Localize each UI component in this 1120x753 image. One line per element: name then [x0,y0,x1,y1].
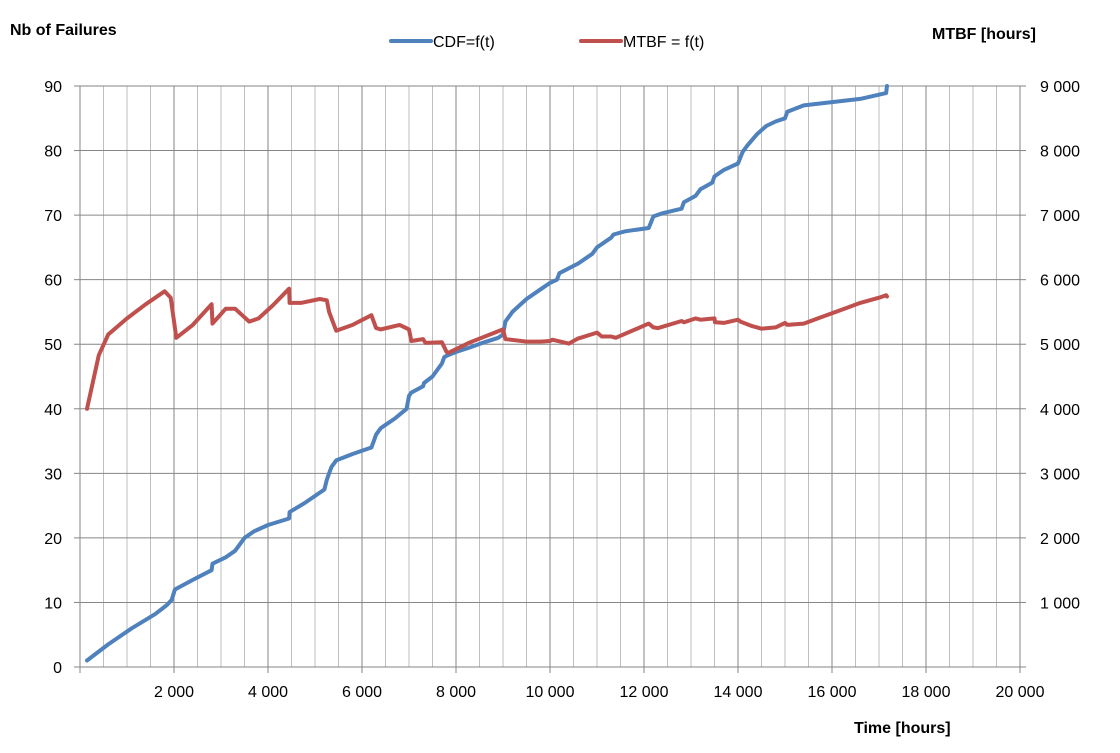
right-tick-label: 1 000 [1040,595,1080,612]
right-axis-title: MTBF [hours] [932,26,1036,43]
bottom-tick-label: 12 000 [620,684,669,701]
mtbf-line [85,286,889,411]
bottom-tick-label: 6 000 [342,684,382,701]
cdf-line [85,84,889,663]
legend-cdf-label: CDF=f(t) [433,34,495,51]
bottom-tick-label: 8 000 [436,684,476,701]
left-tick-label: 60 [44,273,62,290]
legend-mtbf-label: MTBF = f(t) [623,34,704,51]
left-axis-ticks: 0 10 20 30 40 50 60 70 80 90 [44,79,80,677]
right-tick-label: 9 000 [1040,79,1080,96]
right-axis-ticks: 1 000 2 000 3 000 4 000 5 000 6 000 7 000 8 000… [1020,79,1080,668]
left-tick-label: 30 [44,466,62,483]
left-tick-label: 10 [44,595,62,612]
left-tick-label: 40 [44,402,62,419]
left-tick-label: 90 [44,79,62,96]
bottom-tick-label: 20 000 [996,684,1045,701]
bottom-tick-label: 4 000 [248,684,288,701]
x-axis-title: Time [hours] [854,720,951,737]
right-tick-label: 8 000 [1040,144,1080,161]
left-axis-title: Nb of Failures [10,22,117,39]
bottom-tick-label: 16 000 [808,684,857,701]
bottom-tick-label: 2 000 [154,684,194,701]
legend: CDF=f(t) MTBF = f(t) [389,34,704,51]
left-tick-label: 50 [44,337,62,354]
left-tick-label: 70 [44,208,62,225]
right-tick-label: 6 000 [1040,273,1080,290]
right-tick-label: 7 000 [1040,208,1080,225]
gridlines [80,85,1021,667]
left-tick-label: 0 [53,660,62,677]
right-tick-label: 5 000 [1040,337,1080,354]
right-tick-label: 3 000 [1040,466,1080,483]
bottom-tick-label: 14 000 [714,684,763,701]
series-lines [85,84,889,663]
bottom-tick-label: 18 000 [902,684,951,701]
bottom-tick-label: 10 000 [526,684,575,701]
left-tick-label: 20 [44,531,62,548]
bottom-axis-ticks: 2 000 4 000 6 000 8 000 10 000 12 000 14 000 16… [79,667,1045,701]
left-tick-label: 80 [44,144,62,161]
right-tick-label: 4 000 [1040,402,1080,419]
right-tick-label: 2 000 [1040,531,1080,548]
